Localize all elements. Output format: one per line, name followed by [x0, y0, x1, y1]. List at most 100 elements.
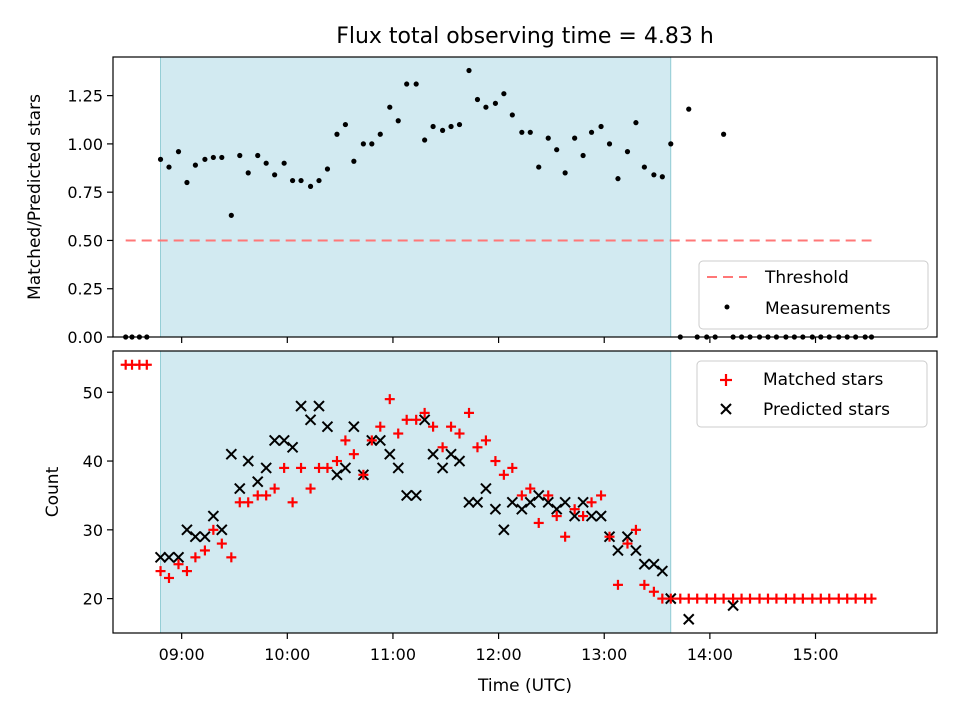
- measurement-point: [641, 164, 647, 170]
- measurement-point: [316, 177, 322, 184]
- measurement-point: [536, 164, 542, 170]
- measurement-point: [404, 81, 410, 87]
- figure-title: Flux total observing time = 4.83 h: [336, 24, 714, 49]
- measurement-points: [123, 67, 875, 340]
- predicted-star-point: [516, 503, 528, 515]
- matched-star-point: [340, 435, 351, 446]
- bottom-axes-frame: [112, 350, 938, 634]
- predicted-star-point: [463, 496, 475, 509]
- matched-star-point: [384, 394, 395, 405]
- predicted-star-point: [278, 434, 290, 447]
- matched-star-point: [543, 490, 554, 501]
- measurement-point: [598, 123, 604, 130]
- measurement-point: [202, 156, 208, 162]
- top-y-tick-label: 0.50: [67, 231, 103, 250]
- predicted-star-point: [498, 524, 510, 536]
- predicted-star-point: [172, 551, 185, 564]
- predicted-star-point: [559, 496, 571, 509]
- matched-star-point: [296, 462, 307, 473]
- matched-star-point: [630, 524, 641, 535]
- bottom-shaded-span: [160, 350, 672, 634]
- matched-star-point: [789, 593, 800, 604]
- matched-star-point: [261, 490, 272, 501]
- bottom-legend: Matched stars Predicted stars: [696, 360, 928, 428]
- predicted-star-point: [286, 441, 299, 453]
- matched-star-point: [710, 593, 721, 604]
- measurement-point: [562, 170, 568, 176]
- predicted-star-point: [321, 420, 334, 433]
- measurement-point: [219, 154, 225, 161]
- predicted-star-point: [339, 462, 352, 474]
- matched-star-point: [675, 593, 686, 604]
- measurement-point: [659, 174, 665, 180]
- measurement-point: [377, 131, 383, 137]
- predicted-star-point: [471, 496, 484, 509]
- predicted-star-point: [268, 434, 281, 447]
- legend-predicted-swatch: [720, 403, 732, 415]
- predicted-star-point: [374, 434, 386, 447]
- predicted-star-point: [445, 448, 457, 460]
- matched-star-point: [279, 462, 290, 473]
- measurement-point: [360, 141, 366, 147]
- matched-star-point: [718, 593, 729, 604]
- top-y-tick-label: 0.75: [67, 183, 103, 202]
- predicted-star-point: [295, 400, 307, 412]
- x-tick-label: 10:00: [264, 645, 310, 664]
- matched-star-point: [516, 490, 527, 501]
- matched-star-point: [498, 469, 509, 480]
- matched-star-point: [551, 511, 562, 522]
- matched-star-point: [754, 593, 765, 604]
- matched-star-point: [181, 566, 192, 577]
- x-tick-label: 15:00: [792, 645, 838, 664]
- predicted-star-point: [630, 544, 642, 557]
- predicted-star-point: [542, 496, 554, 509]
- measurement-point: [624, 149, 631, 155]
- legend-measurements-swatch: [724, 304, 730, 310]
- measurement-point: [395, 118, 401, 124]
- x-tick-label: 11:00: [370, 645, 416, 664]
- matched-star-point: [612, 579, 623, 590]
- top-axes-frame: [112, 56, 938, 338]
- measurement-point: [440, 127, 446, 133]
- matched-star-point: [348, 449, 359, 460]
- measurement-point: [588, 129, 595, 135]
- matched-star-point: [226, 552, 237, 563]
- matched-star-point: [736, 593, 747, 604]
- measurement-point: [422, 137, 428, 143]
- predicted-star-point: [489, 503, 502, 515]
- matched-star-point: [692, 593, 703, 604]
- x-tick-label: 14:00: [687, 645, 733, 664]
- matched-star-point: [771, 593, 782, 604]
- legend-matched-label: Matched stars: [763, 370, 883, 390]
- predicted-star-point: [533, 489, 545, 502]
- top-y-tick-label: 1.25: [67, 87, 103, 106]
- predicted-star-point: [252, 475, 264, 488]
- matched-star-point: [173, 559, 184, 570]
- measurement-point: [334, 131, 340, 137]
- matched-star-point: [163, 572, 174, 583]
- matched-star-point: [331, 456, 342, 467]
- predicted-star-point: [621, 531, 634, 543]
- measurement-point: [474, 96, 481, 103]
- predicted-star-point: [410, 489, 422, 502]
- matched-star-point: [833, 593, 844, 604]
- x-axis: 09:00 10:00 11:00 12:00 13:00 14:00 15:00: [159, 633, 839, 664]
- predicted-star-point: [400, 489, 413, 502]
- measurement-point: [492, 100, 499, 106]
- measurement-point: [166, 164, 172, 170]
- matched-star-point: [358, 469, 369, 480]
- measurement-point: [255, 152, 261, 159]
- matched-star-point: [234, 497, 245, 508]
- matched-star-point: [464, 407, 475, 418]
- matched-star-point: [824, 593, 835, 604]
- measurement-point: [228, 212, 234, 218]
- measurement-point: [237, 152, 243, 159]
- measurement-point: [245, 170, 251, 176]
- matched-star-points: [120, 359, 877, 604]
- predicted-star-point: [234, 482, 246, 495]
- measurement-point: [615, 176, 621, 182]
- measurement-point: [545, 135, 551, 141]
- predicted-star-point: [524, 496, 536, 509]
- bottom-y-axis: 20 30 40 50: [83, 383, 113, 609]
- matched-star-point: [472, 442, 483, 453]
